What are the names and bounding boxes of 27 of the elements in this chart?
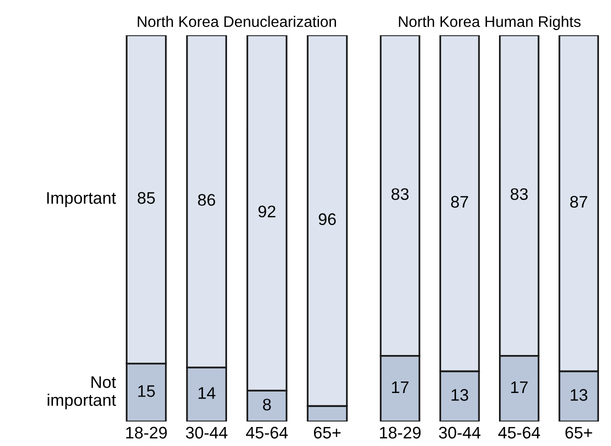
data-label: 92 (258, 206, 276, 218)
data-label: 83 (392, 188, 409, 200)
data-label: 17 (392, 381, 408, 393)
x-tick-label: 45-64 (246, 426, 288, 439)
x-tick-label: 65+ (314, 426, 341, 439)
x-tick-label: 18-29 (380, 426, 421, 439)
data-label: 13 (570, 389, 588, 401)
data-label: 96 (318, 213, 336, 226)
data-label: 86 (198, 194, 216, 206)
x-tick-label: 30-44 (186, 426, 228, 439)
series-label: Not important (48, 376, 116, 410)
data-label: 14 (198, 387, 216, 399)
data-label: 83 (510, 188, 528, 200)
x-tick-label: 18-29 (126, 426, 167, 439)
x-tick-label: 65+ (565, 426, 592, 439)
data-label: 13 (452, 389, 468, 401)
data-label: 17 (511, 381, 528, 393)
x-tick-label: 45-64 (498, 426, 540, 439)
data-label: 87 (451, 196, 468, 208)
series-label: Important (47, 192, 116, 208)
chart-title: North Korea Denuclearization (138, 16, 336, 28)
x-tick-label: 30-44 (438, 426, 480, 439)
data-label: 87 (570, 196, 588, 208)
chart-title: North Korea Human Rights (398, 16, 581, 30)
data-label: 15 (138, 385, 155, 397)
data-label: 8 (263, 398, 271, 410)
data-label: 85 (138, 192, 155, 204)
